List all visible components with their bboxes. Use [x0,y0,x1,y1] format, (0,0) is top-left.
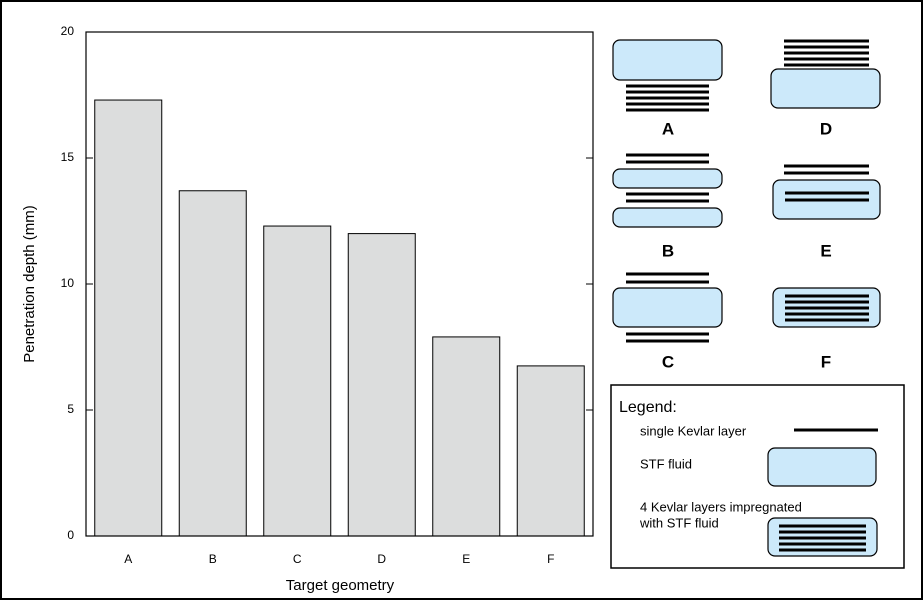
bar [348,234,415,536]
stf-box [768,448,876,486]
diagram-label: F [821,352,831,371]
bar [179,191,246,536]
diagram-label: C [662,352,674,371]
stf-box [613,169,722,188]
y-tick-label: 15 [61,150,75,164]
x-axis-title: Target geometry [286,577,395,594]
stf-box [613,288,722,327]
y-tick-label: 10 [61,276,75,290]
diagram-label: B [662,241,674,260]
y-axis-title: Penetration depth (mm) [21,205,38,363]
x-tick-label: E [462,552,470,566]
legend-label: 4 Kevlar layers impregnated [640,499,802,514]
diagram-label: A [662,119,674,138]
x-tick-label: A [124,552,132,566]
stf-box [613,40,722,80]
x-tick-label: F [547,552,554,566]
bar [264,226,331,536]
legend-title: Legend: [619,399,677,416]
bar [433,337,500,536]
legend-label: with STF fluid [639,515,719,530]
y-tick-label: 20 [61,24,75,38]
x-tick-label: C [293,552,302,566]
bar [517,366,584,536]
stf-box [613,208,722,227]
chart: Target geometry Penetration depth (mm) L… [0,0,923,600]
y-tick-label: 5 [67,402,74,416]
diagram-label: E [820,241,831,260]
stf-box [771,69,880,108]
x-tick-label: D [377,552,386,566]
legend-label: single Kevlar layer [640,423,747,438]
legend-label: STF fluid [640,456,692,471]
diagram-label: D [820,119,832,138]
x-tick-label: B [209,552,217,566]
y-tick-label: 0 [67,528,74,542]
bar [95,100,162,536]
